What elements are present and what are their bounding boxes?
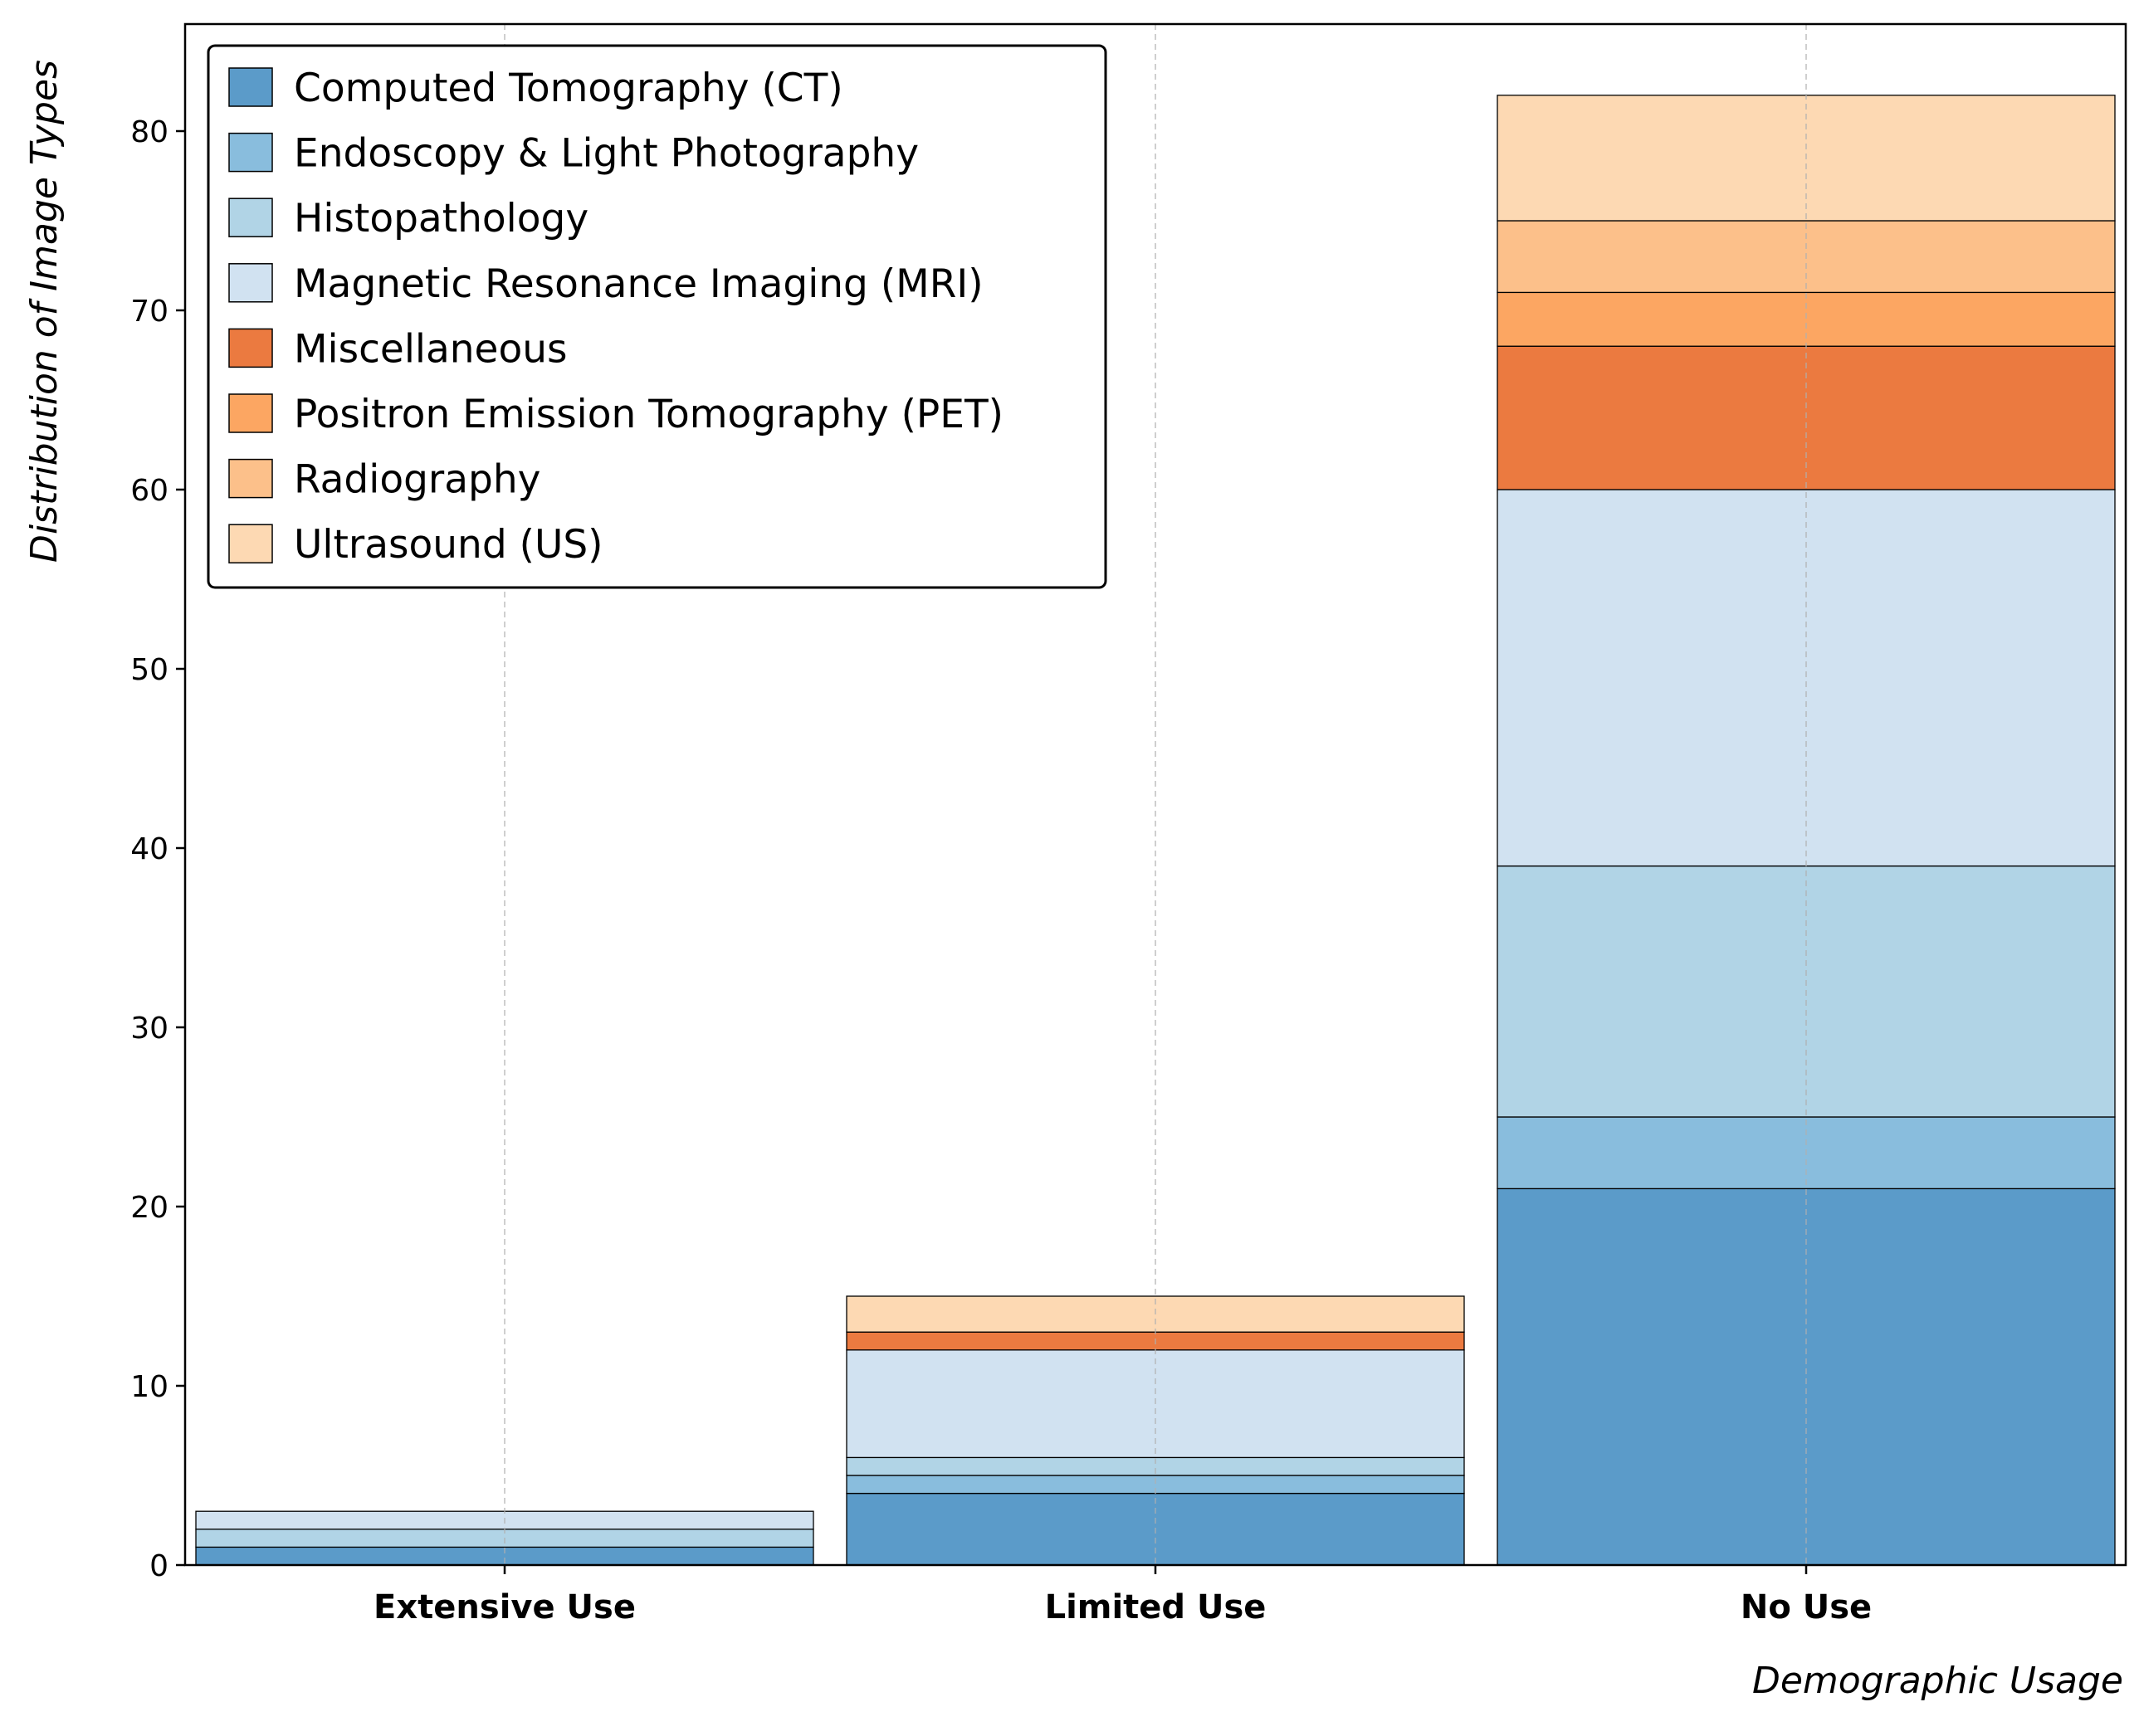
legend-label: Miscellaneous [294, 326, 568, 372]
x-axis-title: Demographic Usage [1752, 1660, 2123, 1702]
y-tick-label: 50 [130, 653, 168, 687]
y-tick-label: 70 [130, 295, 168, 329]
x-tick-label: No Use [1741, 1588, 1872, 1626]
legend-swatch [228, 328, 273, 368]
legend-swatch [228, 458, 273, 499]
legend: Computed Tomography (CT) Endoscopy & Ligh… [207, 44, 1107, 589]
legend-label: Radiography [294, 457, 540, 503]
legend-label: Magnetic Resonance Imaging (MRI) [294, 261, 984, 307]
legend-swatch [228, 197, 273, 237]
y-tick-label: 10 [130, 1370, 168, 1404]
legend-swatch [228, 263, 273, 303]
legend-swatch [228, 67, 273, 107]
x-tick-label: Extensive Use [374, 1588, 636, 1626]
legend-label: Endoscopy & Light Photography [294, 131, 919, 177]
legend-label: Positron Emission Tomography (PET) [294, 392, 1004, 437]
y-tick-label: 30 [130, 1012, 168, 1046]
y-axis-title: Distribution of Image Types [23, 60, 66, 563]
y-tick-label: 40 [130, 832, 168, 866]
x-axis: Extensive Use Limited Use No Use [374, 1565, 1872, 1626]
legend-swatch [228, 393, 273, 433]
legend-label: Ultrasound (US) [294, 522, 603, 568]
legend-swatch [228, 524, 273, 563]
y-axis: 0 10 20 30 40 50 60 70 80 [130, 115, 185, 1583]
y-tick-label: 80 [130, 115, 168, 149]
y-tick-label: 60 [130, 474, 168, 508]
gridlines [504, 24, 1807, 1565]
y-tick-label: 20 [130, 1191, 168, 1225]
x-tick-label: Limited Use [1045, 1588, 1267, 1626]
y-tick-label: 0 [149, 1549, 168, 1583]
legend-label: Computed Tomography (CT) [294, 66, 843, 111]
legend-swatch [228, 132, 273, 173]
legend-box [207, 44, 1107, 589]
legend-label: Histopathology [294, 196, 588, 241]
